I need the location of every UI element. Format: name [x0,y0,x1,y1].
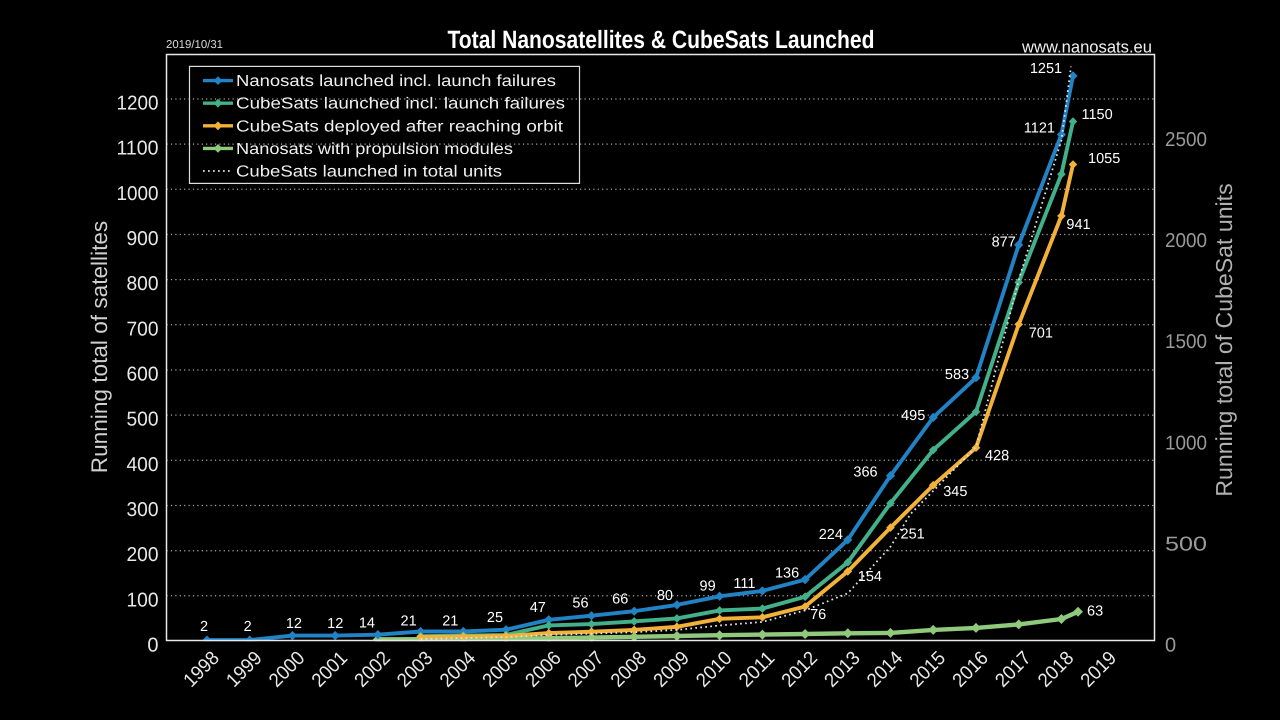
svg-text:12: 12 [327,616,343,632]
svg-text:80: 80 [657,588,673,604]
svg-text:12: 12 [286,616,302,632]
svg-text:14: 14 [359,616,375,632]
svg-text:111: 111 [733,576,755,592]
svg-text:2500: 2500 [1165,129,1207,151]
svg-text:0: 0 [1165,635,1176,657]
svg-text:100: 100 [127,589,159,611]
svg-text:1055: 1055 [1088,151,1120,167]
svg-text:56: 56 [572,596,588,612]
svg-text:366: 366 [853,465,877,481]
svg-text:400: 400 [127,454,159,476]
svg-text:21: 21 [442,614,458,630]
svg-text:941: 941 [1066,217,1090,233]
svg-text:CubeSats launched incl. launch: CubeSats launched incl. launch failures [236,96,565,113]
svg-text:877: 877 [992,234,1016,250]
svg-text:2019/10/31: 2019/10/31 [166,39,223,51]
svg-text:251: 251 [901,527,925,543]
svg-text:2: 2 [200,619,208,635]
svg-text:700: 700 [127,318,159,340]
svg-text:Running total of CubeSat units: Running total of CubeSat units [1211,183,1237,496]
svg-text:1150: 1150 [1082,107,1113,123]
svg-text:CubeSats deployed after reachi: CubeSats deployed after reaching orbit [236,118,564,135]
svg-text:600: 600 [127,364,159,386]
svg-text:495: 495 [901,408,925,424]
svg-text:47: 47 [530,600,546,616]
svg-text:0: 0 [147,635,158,657]
svg-text:1251: 1251 [1030,61,1062,77]
svg-text:Running total of satellites: Running total of satellites [87,221,112,473]
svg-text:500: 500 [127,409,159,431]
svg-text:900: 900 [127,228,159,250]
svg-text:Nanosats with propulsion modul: Nanosats with propulsion modules [236,141,513,158]
svg-text:99: 99 [700,578,716,594]
svg-text:63: 63 [1087,604,1103,620]
svg-text:76: 76 [810,607,826,623]
svg-text:1200: 1200 [117,93,159,115]
svg-text:2000: 2000 [1165,230,1207,252]
svg-text:136: 136 [775,566,799,582]
svg-text:Nanosats launched incl. launch: Nanosats launched incl. launch failures [236,73,556,90]
svg-text:1500: 1500 [1165,331,1207,353]
svg-text:800: 800 [127,273,159,295]
svg-text:1000: 1000 [117,183,159,205]
svg-text:701: 701 [1029,325,1053,341]
svg-text:200: 200 [127,544,159,566]
svg-text:2: 2 [244,619,252,635]
svg-text:www.nanosats.eu: www.nanosats.eu [1021,38,1152,57]
svg-text:1121: 1121 [1024,121,1055,137]
svg-text:224: 224 [819,527,843,543]
svg-text:428: 428 [985,448,1009,464]
svg-text:154: 154 [858,569,882,585]
svg-text:583: 583 [945,367,969,383]
svg-text:Total Nanosatellites & CubeSat: Total Nanosatellites & CubeSats Launched [448,26,875,54]
svg-text:345: 345 [943,484,967,500]
svg-text:1000: 1000 [1165,432,1207,454]
svg-text:1100: 1100 [117,138,159,160]
svg-text:21: 21 [401,614,417,630]
svg-text:CubeSats launched in total uni: CubeSats launched in total units [236,164,502,181]
svg-text:66: 66 [612,592,628,608]
svg-text:25: 25 [487,610,503,626]
svg-text:300: 300 [127,499,159,521]
svg-text:500: 500 [1165,533,1207,555]
